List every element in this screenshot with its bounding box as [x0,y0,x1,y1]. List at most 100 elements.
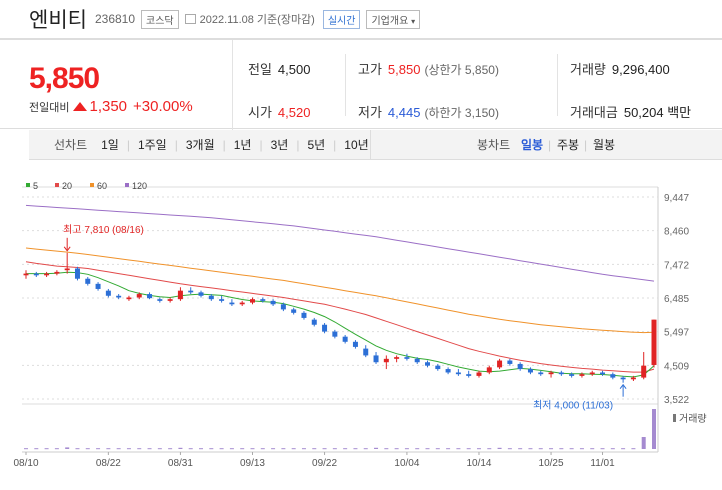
candle-body [23,273,29,276]
change-percent: +30.00% [133,98,193,115]
x-tick-label: 10/04 [394,458,419,469]
ma120-line [25,204,655,282]
volume-bar [209,448,214,450]
volume-bar [518,448,523,450]
volume-bar [322,448,327,450]
candle-body [239,302,245,305]
separator: | [174,137,178,152]
candle-body [548,372,554,375]
candle-body [157,299,163,301]
range-3m[interactable]: 3개월 [185,138,215,152]
prev-close-label: 전일 [248,62,272,77]
candle-body [147,294,153,299]
upper-limit: (상한가 5,850) [424,63,499,77]
range-1d[interactable]: 1일 [101,138,119,152]
volume-bar [34,448,39,450]
volume-bar [219,448,224,450]
volume-bar [137,448,142,450]
candle-body [620,377,626,380]
stock-chart[interactable]: 5 20 60 120 9,447 8,460 7,472 6,485 5,497 4,509 3,… [0,161,722,487]
candle-body [497,360,503,368]
volume-bar [199,448,204,450]
candle-body [322,324,328,332]
volume-bar [96,448,101,450]
price-change: 전일대비 1,350 +30.00% [29,98,193,115]
candle-body [126,297,132,300]
chart-svg[interactable]: 5 20 60 120 9,447 8,460 7,472 6,485 5,497 4,509 3,… [0,161,722,487]
divider [557,54,558,116]
candle-body [208,295,214,300]
y-tick-label: 6,485 [664,294,689,305]
volume-bar [446,448,451,450]
min-arrow-head [619,383,627,390]
volume-bar [610,448,615,450]
range-3y[interactable]: 3년 [270,138,289,152]
volume-bar [579,448,584,450]
volume-bar [497,447,502,449]
candle-body [610,374,616,378]
legend-label: 5 [33,181,38,191]
volume-bar [456,448,461,450]
volume-bar [301,448,306,450]
candle-body [507,360,513,364]
candle-body [579,374,585,376]
separator: | [333,137,337,152]
candle-body [33,273,39,276]
candle-body [44,273,50,276]
high-value: 5,850 [387,62,421,77]
legend-swatch [55,183,59,187]
high-price: 고가 5,850 (상한가 5,850) [358,59,499,78]
line-chart-label[interactable]: 선차트 [54,138,88,152]
candle-body [260,299,266,301]
candle-body [404,357,410,359]
separator: | [222,137,226,152]
x-tick-label: 08/22 [96,458,121,469]
y-tick-label: 4,509 [664,361,689,372]
volume-bar [343,448,348,450]
change-value: 1,350 [89,98,128,115]
volume-bar [126,448,131,450]
range-10y[interactable]: 10년 [344,138,369,152]
candle-body [641,365,647,378]
x-tick-label: 11/01 [590,458,615,469]
volume-legend-swatch [673,414,676,422]
candle-body [455,372,461,375]
trade-amount-value: 50,204 백만 [623,105,692,120]
volume-bar [559,448,564,450]
candle-body [342,336,348,342]
candle-daily[interactable]: 일봉 [521,138,544,152]
open-value: 4,520 [277,105,311,120]
candle-body [558,372,564,375]
chart-toolbar: 선차트 1일 | 1주일 | 3개월 | 1년 | 3년 | 5년 | 10년 … [29,130,722,160]
current-price: 5,850 [29,62,100,95]
company-overview-dropdown[interactable]: 기업개요 ▾ [366,9,421,29]
candle-chart-label[interactable]: 봉차트 [477,138,511,152]
y-tick-label: 8,460 [664,227,689,238]
trade-amount: 거래대금 50,204 백만 [570,102,691,121]
volume-bar [157,448,162,450]
candle-body [486,367,492,373]
candle-body [301,312,307,318]
volume-bar [600,448,605,450]
y-tick-label: 7,472 [664,260,689,271]
candle-body [64,268,70,271]
range-1y[interactable]: 1년 [233,138,252,152]
candle-weekly[interactable]: 주봉 [557,138,580,152]
candle-body [95,283,101,289]
x-tick-label: 10/25 [539,458,564,469]
volume-bar [147,448,152,450]
range-1w[interactable]: 1주일 [137,138,167,152]
candle-body [116,295,122,298]
separator: | [548,137,552,152]
divider [345,54,346,116]
stock-code: 236810 [94,12,136,26]
legend-label: 60 [97,181,107,191]
volume-bar [374,447,379,449]
prev-close: 전일 4,500 [248,59,310,78]
realtime-button[interactable]: 실시간 [322,9,361,29]
chevron-down-icon: ▾ [411,16,416,26]
candle-body [600,372,606,375]
candle-monthly[interactable]: 월봉 [593,138,616,152]
range-5y[interactable]: 5년 [307,138,326,152]
candle-body [394,357,400,359]
